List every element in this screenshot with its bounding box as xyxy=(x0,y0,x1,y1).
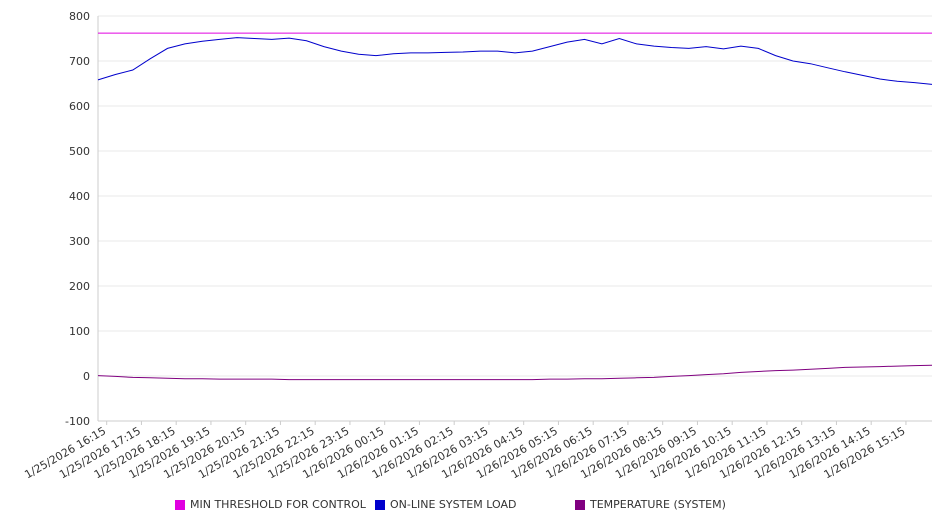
legend-swatch xyxy=(575,499,585,510)
axes xyxy=(97,16,932,422)
legend: MIN THRESHOLD FOR CONTROL ON-LINE SYSTEM … xyxy=(0,498,946,518)
y-axis-ticks: 800 700 600 500 400 300 200 100 0 -100 xyxy=(65,10,90,428)
series-lines xyxy=(97,32,933,381)
y-tick-label: 200 xyxy=(69,280,90,293)
y-tick-label: 400 xyxy=(69,190,90,203)
legend-swatch xyxy=(175,499,185,510)
legend-item: ON-LINE SYSTEM LOAD xyxy=(375,498,516,511)
y-tick-label: 100 xyxy=(69,325,90,338)
y-tick-label: 700 xyxy=(69,55,90,68)
series-line-2 xyxy=(97,37,933,85)
legend-label: ON-LINE SYSTEM LOAD xyxy=(390,498,517,511)
y-tick-label: 300 xyxy=(69,235,90,248)
x-axis-ticks: 1/25/2026 16:151/25/2026 17:151/25/2026 … xyxy=(22,421,907,481)
legend-item: MIN THRESHOLD FOR CONTROL xyxy=(175,498,366,511)
y-tick-label: 600 xyxy=(69,100,90,113)
y-tick-label: 500 xyxy=(69,145,90,158)
series-line-3 xyxy=(97,364,933,381)
y-tick-label: 800 xyxy=(69,10,90,23)
legend-swatch xyxy=(375,499,385,510)
legend-item: TEMPERATURE (SYSTEM) xyxy=(575,498,726,511)
y-tick-label: 0 xyxy=(83,370,90,383)
legend-label: TEMPERATURE (SYSTEM) xyxy=(590,498,726,511)
y-tick-label: -100 xyxy=(65,415,90,428)
legend-label: MIN THRESHOLD FOR CONTROL xyxy=(190,498,366,511)
grid-lines xyxy=(98,15,932,422)
